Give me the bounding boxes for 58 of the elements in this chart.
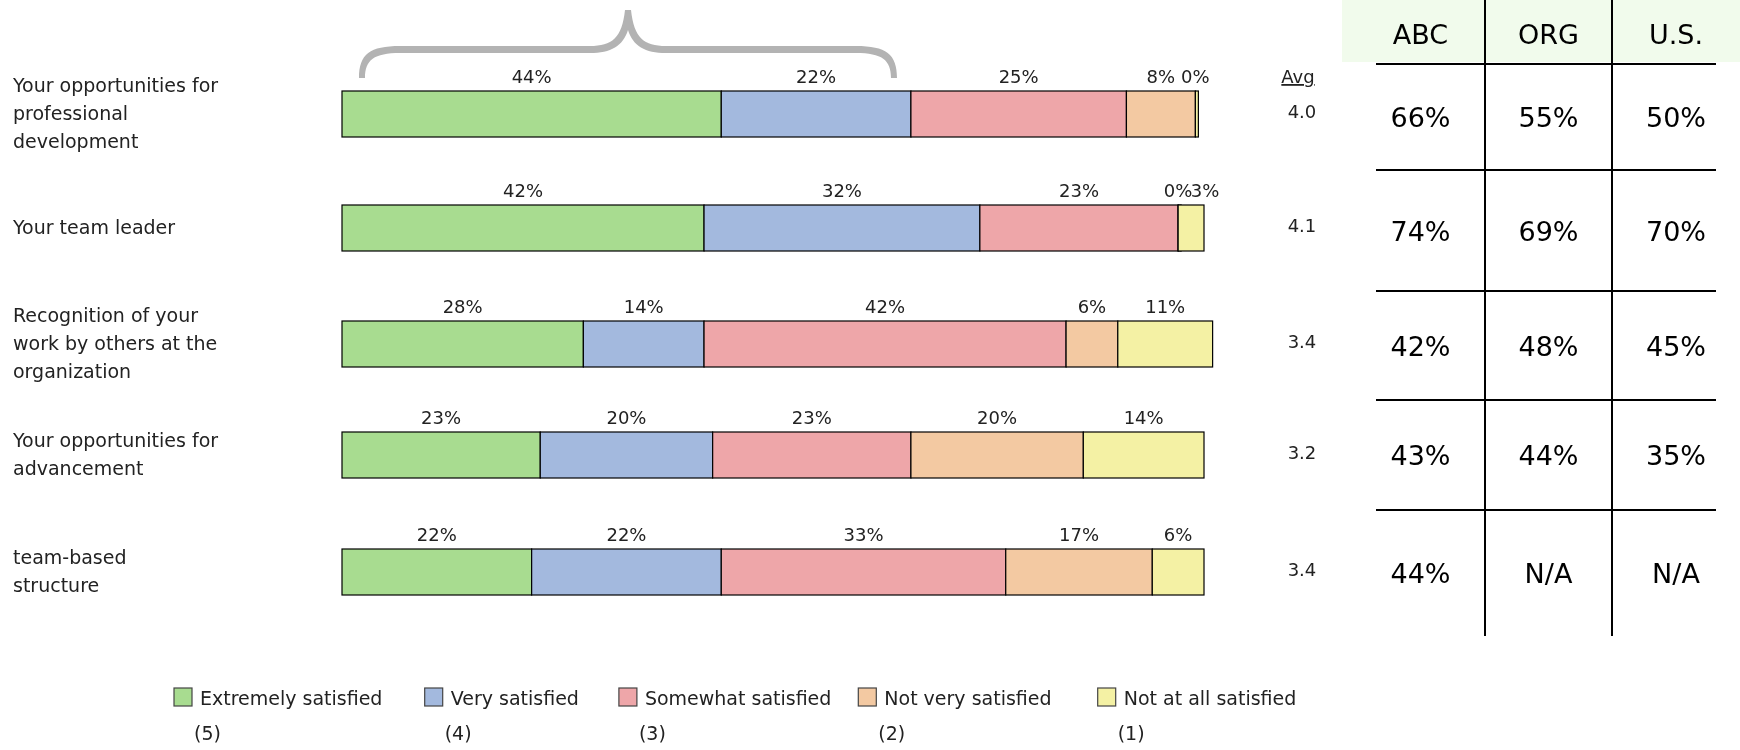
text: 44%	[1518, 440, 1579, 471]
text: 42%	[1390, 330, 1451, 362]
data-label: 14%	[623, 296, 664, 317]
data-label: 23%	[1059, 180, 1100, 201]
category-label: U.S.	[1648, 19, 1704, 50]
y-tick-label: team-based structure	[13, 546, 127, 596]
data-label: 17%	[1059, 524, 1100, 545]
category-label: ABC	[1392, 19, 1449, 50]
category-label: ORG	[1518, 19, 1579, 50]
data-label: 6%	[1077, 296, 1107, 317]
data-label: 23%	[421, 407, 462, 428]
data-label: 6%	[1163, 524, 1193, 545]
data-label: 22%	[796, 66, 837, 87]
legend-label: Extremely satisfied (5)	[194, 687, 383, 744]
data-label: 0%	[1181, 66, 1210, 87]
text: 44%	[1390, 558, 1451, 589]
data-label: 42%	[503, 180, 544, 201]
text: 4.1	[1287, 215, 1317, 236]
text: 74%	[1390, 215, 1451, 247]
text: 66%	[1390, 102, 1451, 133]
y-tick-label: Recognition of your work by others at the organization	[13, 304, 218, 382]
text: 45%	[1645, 330, 1707, 362]
data-label: 22%	[606, 524, 647, 545]
data-label: 0%	[1163, 180, 1193, 201]
data-label: 8%	[1146, 66, 1176, 87]
text: 3.4	[1287, 331, 1317, 352]
data-label: 11%	[1145, 296, 1186, 317]
data-label: 23%	[791, 407, 832, 428]
text: 69%	[1518, 215, 1579, 247]
text: N/A	[1652, 558, 1700, 589]
text: 3.4	[1287, 559, 1317, 580]
text: 3.2	[1287, 442, 1317, 463]
data-label: 42%	[865, 296, 906, 317]
data-label: 28%	[442, 296, 483, 317]
legend-label: Very satisfied (4)	[444, 687, 579, 744]
text: Avg	[1281, 66, 1315, 87]
legend-label: Not very satisfied (2)	[878, 687, 1052, 744]
text: 48%	[1518, 330, 1579, 362]
data-label: 32%	[821, 180, 862, 201]
y-tick-label: Your team leader	[12, 216, 176, 238]
legend-label: Not at all satisfied (1)	[1117, 687, 1297, 744]
legend-label: Somewhat satisfied (3)	[638, 687, 832, 744]
text: 4.0	[1287, 101, 1317, 122]
y-tick-label: Your opportunities for professional development	[12, 74, 219, 152]
data-label: 14%	[1123, 407, 1164, 428]
text: 50%	[1645, 102, 1707, 133]
text: N/A	[1524, 558, 1573, 589]
y-tick-label: Your opportunities for advancement	[12, 429, 219, 479]
data-label: 25%	[998, 66, 1039, 87]
data-label: 44%	[511, 66, 552, 87]
text: 35%	[1645, 440, 1707, 471]
data-label: 20%	[977, 407, 1018, 428]
text: 70%	[1645, 215, 1707, 247]
text: 43%	[1390, 440, 1451, 471]
data-label: 33%	[843, 524, 884, 545]
data-label: 22%	[416, 524, 457, 545]
text: 55%	[1518, 102, 1579, 133]
data-label: 20%	[606, 407, 647, 428]
